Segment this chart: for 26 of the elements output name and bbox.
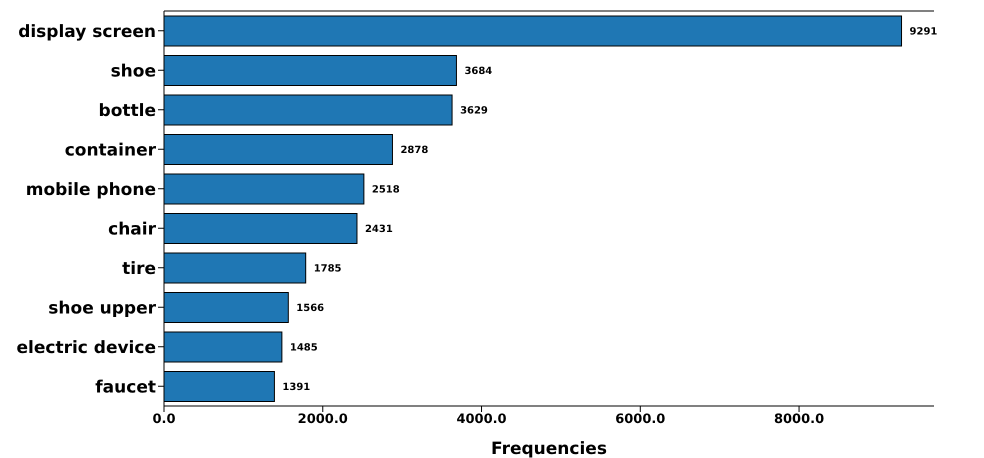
x-axis-title: Frequencies	[491, 439, 607, 458]
y-tick-label: faucet	[95, 377, 156, 398]
y-tick-label: shoe upper	[48, 298, 157, 318]
x-tick-label: 2000.0	[298, 412, 348, 428]
data-label: 3629	[460, 106, 488, 117]
y-tick-label: bottle	[98, 100, 156, 121]
x-tick-label: 4000.0	[456, 412, 507, 428]
data-label: 2878	[400, 145, 428, 156]
y-tick-label: electric device	[16, 338, 156, 358]
y-tick-label: container	[64, 140, 157, 160]
data-label: 2431	[364, 224, 393, 236]
y-tick-label: tire	[122, 258, 156, 279]
y-tick-label: mobile phone	[26, 180, 156, 200]
y-tick-label: chair	[108, 219, 157, 240]
data-label: 9291	[910, 26, 938, 38]
y-tick-label: display screen	[18, 22, 156, 42]
data-label: 1785	[314, 264, 342, 275]
data-label: 2518	[372, 184, 400, 196]
x-tick-label: 0.0	[152, 412, 176, 428]
data-label: 3684	[464, 66, 492, 78]
data-label: 1566	[296, 303, 324, 314]
x-tick-label: 8000.0	[774, 412, 824, 428]
data-label: 1485	[290, 342, 318, 354]
y-tick-label: shoe	[110, 61, 156, 82]
data-label: 1391	[282, 382, 310, 394]
x-tick-label: 6000.0	[615, 412, 666, 428]
